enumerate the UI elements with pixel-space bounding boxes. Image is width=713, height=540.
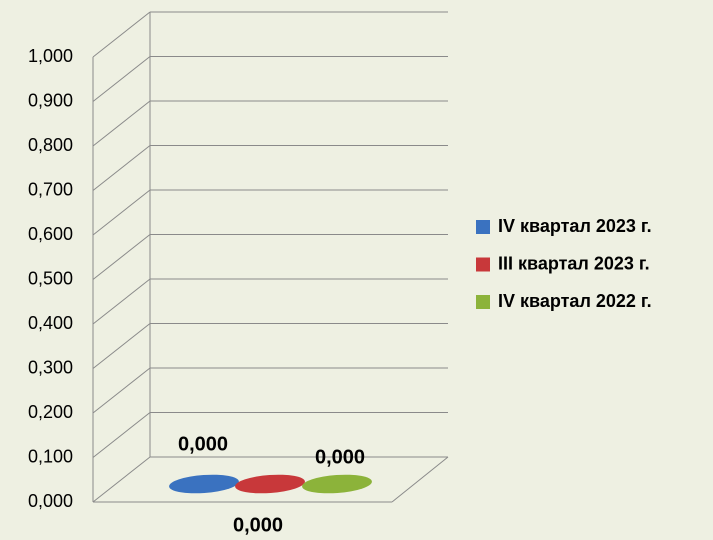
y-tick-label: 0,300 [28, 357, 73, 377]
bar [169, 474, 239, 494]
floor-line [391, 456, 449, 503]
grid-line [92, 56, 151, 102]
y-tick-label: 0,200 [28, 402, 73, 422]
data-label: 0,000 [178, 433, 228, 455]
y-tick-label: 0,900 [28, 90, 73, 110]
y-tick-label: 0,100 [28, 446, 73, 466]
grid-line [92, 189, 151, 236]
data-label: 0,000 [233, 514, 283, 536]
legend-label: IV квартал 2022 г. [498, 291, 652, 311]
grid-line [92, 367, 151, 414]
grid-line [92, 323, 151, 369]
legend-swatch [476, 220, 490, 234]
y-tick-label: 0,800 [28, 135, 73, 155]
legend-swatch [476, 295, 490, 309]
legend-swatch [476, 257, 490, 272]
y-tick-label: 1,000 [28, 46, 73, 66]
grid-line [92, 412, 151, 458]
bar [302, 474, 372, 494]
legend-label: IV квартал 2023 г. [498, 216, 652, 236]
y-tick-label: 0,400 [28, 313, 73, 333]
grid-line [92, 278, 151, 325]
legend-label: III квартал 2023 г. [498, 253, 650, 273]
bar [235, 474, 305, 494]
grid-line [92, 100, 151, 147]
grid-line [92, 234, 151, 280]
grid-line [92, 456, 151, 503]
grid-line [92, 145, 151, 191]
data-label: 0,000 [315, 446, 365, 468]
y-tick-label: 0,000 [28, 491, 73, 511]
y-tick-label: 0,700 [28, 179, 73, 199]
y-tick-label: 0,500 [28, 268, 73, 288]
grid-line [92, 11, 151, 58]
y-tick-label: 0,600 [28, 224, 73, 244]
